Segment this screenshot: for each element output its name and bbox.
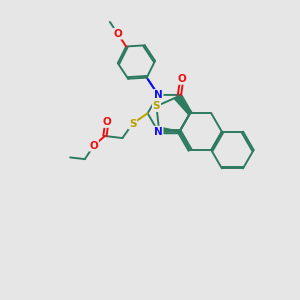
Text: S: S [153,101,160,111]
Text: N: N [154,90,163,100]
Text: O: O [103,117,111,127]
Text: O: O [178,74,186,84]
Text: O: O [89,141,98,151]
Text: N: N [154,127,163,136]
Text: O: O [113,29,122,39]
Text: S: S [129,118,136,129]
